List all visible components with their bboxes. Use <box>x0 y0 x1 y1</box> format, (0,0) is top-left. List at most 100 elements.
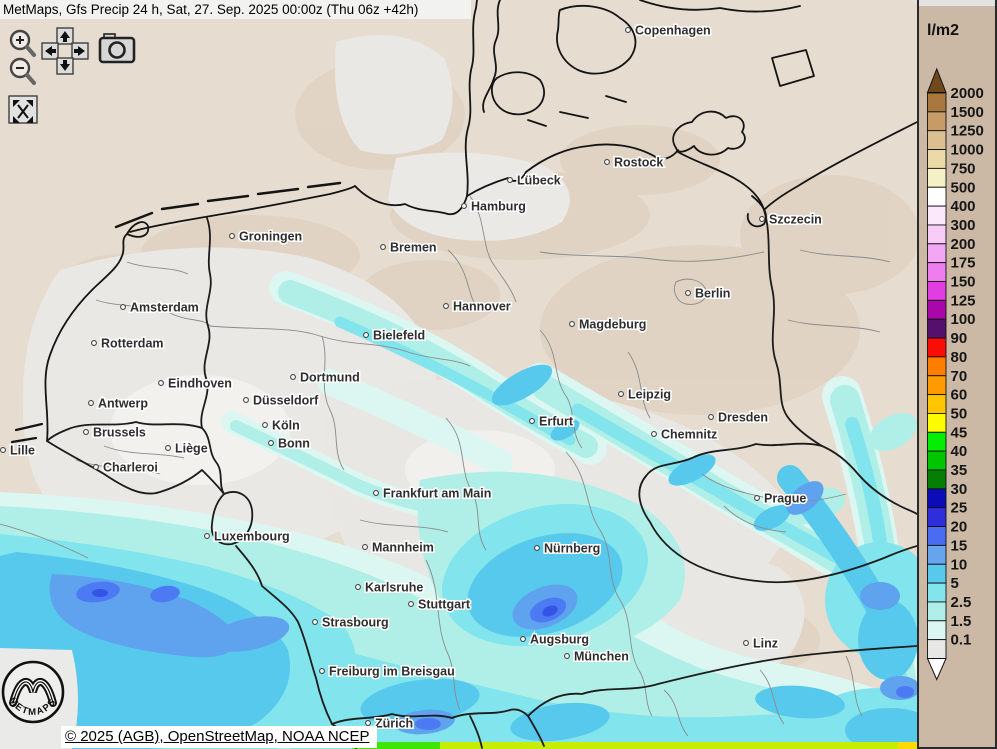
city-label: München <box>574 650 629 664</box>
legend-value-label: 1500 <box>951 104 984 121</box>
country-borders <box>46 209 917 749</box>
city-label: Groningen <box>239 230 302 244</box>
state-borders <box>0 195 891 737</box>
legend-color-box <box>927 111 947 132</box>
legend-color-box <box>927 318 947 339</box>
fullscreen-button[interactable] <box>8 95 38 124</box>
city-label: Magdeburg <box>579 318 646 332</box>
city-label: Bielefeld <box>373 329 425 343</box>
pan-down-button[interactable] <box>56 57 74 75</box>
city-label: Köln <box>272 419 300 433</box>
pan-up-button[interactable] <box>56 27 74 45</box>
city-marker <box>569 321 575 327</box>
legend-color-box <box>927 224 947 245</box>
city-marker <box>708 414 714 420</box>
zoom-out-button[interactable]: zoom out <box>9 57 36 85</box>
city-marker <box>443 303 449 309</box>
legend-color-box <box>927 130 947 150</box>
legend-arrow-top <box>926 67 947 93</box>
legend-color-box <box>927 243 947 264</box>
panel-top-strip <box>919 0 995 6</box>
city-marker <box>743 640 749 646</box>
city-label: Chemnitz <box>661 428 717 442</box>
city-label: Dortmund <box>300 371 360 385</box>
city-marker <box>520 636 526 642</box>
legend-color-box <box>927 281 947 301</box>
city-label: Lille <box>10 444 35 458</box>
city-label: Copenhagen <box>635 24 711 38</box>
pan-right-button[interactable] <box>71 42 89 60</box>
city-marker <box>290 374 296 380</box>
legend-color-box <box>927 394 947 414</box>
legend-value-label: 50 <box>951 405 968 422</box>
city-label: Strasbourg <box>322 616 389 630</box>
city-marker <box>243 397 249 403</box>
legend-value-label: 150 <box>951 274 976 291</box>
legend-color-box <box>927 262 947 282</box>
weather-map-viewport[interactable]: Copenhagen Rostock Szczecin Lübeck Hamburg Gr… <box>0 0 917 749</box>
city-label: Eindhoven <box>168 377 232 391</box>
pan-left-button[interactable] <box>41 42 59 60</box>
legend-value-label: 500 <box>951 179 976 196</box>
legend-unit-label: l/m2 <box>927 22 960 39</box>
city-label: Hamburg <box>471 200 526 214</box>
legend-value-label: 200 <box>951 236 976 253</box>
city-label: Stuttgart <box>418 598 471 612</box>
city-label: Nürnberg <box>544 542 600 556</box>
city-label: Karlsruhe <box>365 581 423 595</box>
legend-color-box <box>927 563 947 584</box>
legend-value-label: 175 <box>951 255 976 272</box>
coastlines <box>10 0 917 444</box>
city-label: Augsburg <box>530 633 589 647</box>
legend-color-box <box>927 186 947 207</box>
city-label: Liège <box>175 442 208 456</box>
city-marker <box>91 340 97 346</box>
city-label: Amsterdam <box>130 301 199 315</box>
arrow-left-icon <box>45 46 56 56</box>
legend-value-label: 35 <box>951 462 968 479</box>
city-marker <box>461 203 467 209</box>
legend-value-label: 2.5 <box>951 594 972 611</box>
legend-color-box <box>927 544 947 565</box>
alps-heavy-precip-strip <box>352 742 917 749</box>
city-marker <box>625 27 631 33</box>
city-label: Lübeck <box>517 174 561 188</box>
legend-arrow-bottom <box>926 658 947 681</box>
legend-color-box <box>927 92 947 113</box>
legend-color-box <box>927 167 947 188</box>
legend-value-label: 125 <box>951 292 976 309</box>
city-marker <box>319 668 325 674</box>
legend-color-box <box>927 450 947 471</box>
city-marker <box>158 380 164 386</box>
zoom-in-button[interactable]: zoom in <box>9 29 36 57</box>
legend-value-label: 2000 <box>951 85 984 102</box>
city-marker <box>759 216 765 222</box>
city-marker <box>83 429 89 435</box>
city-marker <box>165 445 171 451</box>
legend-color-box <box>927 469 947 490</box>
legend-value-label: 0.1 <box>951 632 972 649</box>
city-label: Rostock <box>614 156 663 170</box>
city-marker <box>754 495 760 501</box>
legend-value-label: 90 <box>951 330 968 347</box>
city-marker <box>408 601 414 607</box>
city-marker <box>88 400 94 406</box>
city-marker <box>312 619 318 625</box>
legend-color-box <box>927 526 947 546</box>
city-label: Luxembourg <box>214 530 290 544</box>
city-marker <box>362 544 368 550</box>
attribution-links[interactable]: © 2025 (AGB), OpenStreetMap, NOAA NCEP <box>61 726 377 748</box>
city-label: Dresden <box>718 411 768 425</box>
city-label: Bonn <box>278 437 310 451</box>
legend-value-label: 70 <box>951 368 968 385</box>
city-label: Erfurt <box>539 415 574 429</box>
city-marker <box>534 545 540 551</box>
legend-color-box <box>927 205 947 226</box>
snapshot-button[interactable]: snapshot <box>98 33 136 64</box>
metmaps-logo[interactable]: METMAPS <box>1 660 65 724</box>
legend-value-label: 25 <box>951 500 968 517</box>
city-label: Hannover <box>453 300 511 314</box>
city-label: Rotterdam <box>101 337 164 351</box>
city-marker <box>564 653 570 659</box>
